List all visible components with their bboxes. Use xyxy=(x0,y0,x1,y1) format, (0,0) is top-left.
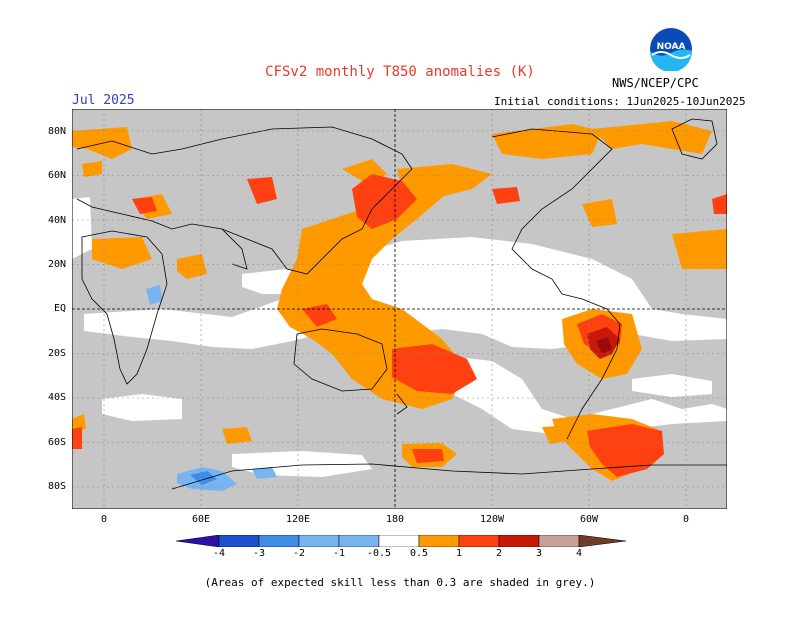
lat-label-20n: 20N xyxy=(47,259,66,270)
anomaly-positive-1-2 xyxy=(72,174,727,477)
lon-label-120e: 120E xyxy=(285,514,311,525)
lat-label-40s: 40S xyxy=(47,392,66,403)
anomaly-map xyxy=(72,109,727,509)
anomaly-positive-3-4 xyxy=(596,337,612,354)
chart-title: CFSv2 monthly T850 anomalies (K) xyxy=(265,64,535,80)
organization-label: NWS/NCEP/CPC xyxy=(612,76,699,90)
colorbar xyxy=(176,535,626,547)
initial-conditions: Initial conditions: 1Jun2025-10Jun2025 xyxy=(494,95,746,108)
colorbar-swatch-1 xyxy=(218,535,260,547)
reference-lines xyxy=(72,109,727,509)
lat-label-60n: 60N xyxy=(47,170,66,181)
colorbar-label-neg3: -3 xyxy=(252,548,266,559)
lon-label-180: 180 xyxy=(385,514,405,525)
colorbar-swatch-7 xyxy=(458,535,500,547)
lon-label-120w: 120W xyxy=(479,514,505,525)
colorbar-label-neg2: -2 xyxy=(292,548,306,559)
lat-label-20s: 20S xyxy=(47,348,66,359)
colorbar-swatch-6 xyxy=(418,535,460,547)
forecast-period: Jul 2025 xyxy=(72,93,135,108)
colorbar-label-2: 2 xyxy=(495,548,503,559)
colorbar-label-4: 4 xyxy=(575,548,583,559)
colorbar-swatch-8 xyxy=(498,535,540,547)
colorbar-swatch-10 xyxy=(578,535,626,547)
colorbar-label-neg1: -1 xyxy=(332,548,346,559)
colorbar-label-neg4: -4 xyxy=(212,548,226,559)
lat-label-eq: EQ xyxy=(53,303,66,314)
colorbar-swatch-2 xyxy=(258,535,300,547)
colorbar-label-neg0.5: -0.5 xyxy=(366,548,392,559)
lon-label-0-west: 0 xyxy=(100,514,108,525)
lon-label-60w: 60W xyxy=(579,514,599,525)
colorbar-label-3: 3 xyxy=(535,548,543,559)
colorbar-label-1: 1 xyxy=(455,548,463,559)
colorbar-swatch-3 xyxy=(298,535,340,547)
colorbar-swatch-9 xyxy=(538,535,580,547)
colorbar-label-0.5: 0.5 xyxy=(409,548,429,559)
lat-label-80n: 80N xyxy=(47,126,66,137)
noaa-logo: NOAA xyxy=(650,28,692,71)
noaa-logo-text: NOAA xyxy=(657,42,686,52)
skill-footnote: (Areas of expected skill less than 0.3 a… xyxy=(204,576,596,589)
lat-label-60s: 60S xyxy=(47,437,66,448)
anomaly-negative--2--1 xyxy=(190,471,217,485)
lon-label-0-east: 0 xyxy=(682,514,690,525)
lat-label-80s: 80S xyxy=(47,481,66,492)
lat-label-40n: 40N xyxy=(47,215,66,226)
colorbar-swatch-0 xyxy=(176,535,220,547)
colorbar-swatch-5 xyxy=(378,535,420,547)
lon-label-60e: 60E xyxy=(191,514,211,525)
coastlines xyxy=(76,118,727,490)
colorbar-swatch-4 xyxy=(338,535,380,547)
